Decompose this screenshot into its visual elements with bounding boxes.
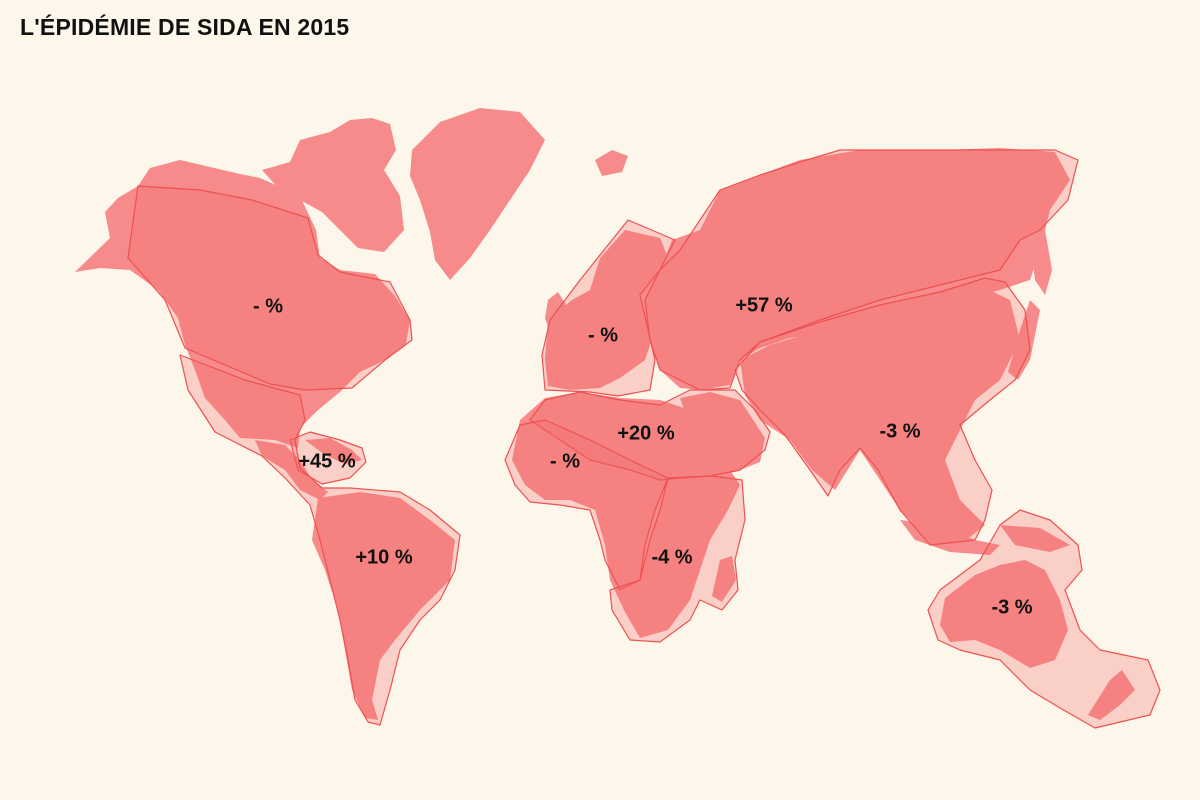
region-eastern-europe-central-asia[interactable] bbox=[644, 149, 1079, 391]
region-overlays bbox=[127, 149, 1161, 729]
land-new-zealand bbox=[1088, 670, 1135, 720]
label-eastern-europe-central-asia: +57 % bbox=[735, 294, 792, 316]
land-africa bbox=[512, 392, 740, 638]
map-title: L'ÉPIDÉMIE DE SIDA EN 2015 bbox=[20, 14, 350, 40]
land-europe bbox=[545, 230, 670, 390]
land-australia bbox=[940, 560, 1068, 668]
region-western-central-europe[interactable] bbox=[541, 219, 676, 397]
land-russia bbox=[650, 148, 1070, 390]
land-caribbean bbox=[305, 438, 362, 464]
label-caribbean: +45 % bbox=[298, 450, 355, 472]
region-caribbean[interactable] bbox=[289, 431, 367, 485]
land-canadian-arctic bbox=[262, 118, 404, 252]
label-western-central-africa: - % bbox=[550, 450, 580, 472]
label-north-america: - % bbox=[253, 295, 283, 317]
land-japan bbox=[1008, 300, 1040, 380]
label-middle-east-north-africa: +20 % bbox=[617, 422, 674, 444]
label-latin-america: +10 % bbox=[355, 546, 412, 568]
land-central-america bbox=[255, 440, 328, 500]
land-iceland bbox=[595, 150, 628, 176]
region-eastern-southern-africa[interactable] bbox=[609, 475, 746, 643]
label-western-central-europe: - % bbox=[588, 324, 618, 346]
land-greenland bbox=[410, 108, 545, 280]
land-asia bbox=[740, 288, 1020, 545]
land-kamchatka bbox=[1030, 230, 1052, 295]
land-north-america bbox=[75, 160, 410, 448]
region-north-america[interactable] bbox=[127, 185, 413, 391]
land-indonesia bbox=[900, 520, 1000, 555]
label-oceania: -3 % bbox=[991, 596, 1032, 618]
region-asia[interactable] bbox=[734, 277, 1031, 546]
region-latin-america[interactable] bbox=[179, 354, 461, 726]
land-middle-east bbox=[680, 392, 765, 472]
label-asia: -3 % bbox=[879, 420, 920, 442]
land-madagascar bbox=[712, 556, 736, 602]
region-labels: - % +45 % +10 % - % +57 % +20 % - % -4 %… bbox=[253, 294, 1033, 618]
land-masses bbox=[75, 108, 1135, 720]
label-eastern-southern-africa: -4 % bbox=[651, 546, 692, 568]
land-south-america bbox=[312, 492, 455, 720]
land-new-guinea bbox=[1000, 525, 1070, 552]
region-middle-east-north-africa[interactable] bbox=[529, 389, 771, 481]
region-oceania[interactable] bbox=[927, 509, 1161, 729]
